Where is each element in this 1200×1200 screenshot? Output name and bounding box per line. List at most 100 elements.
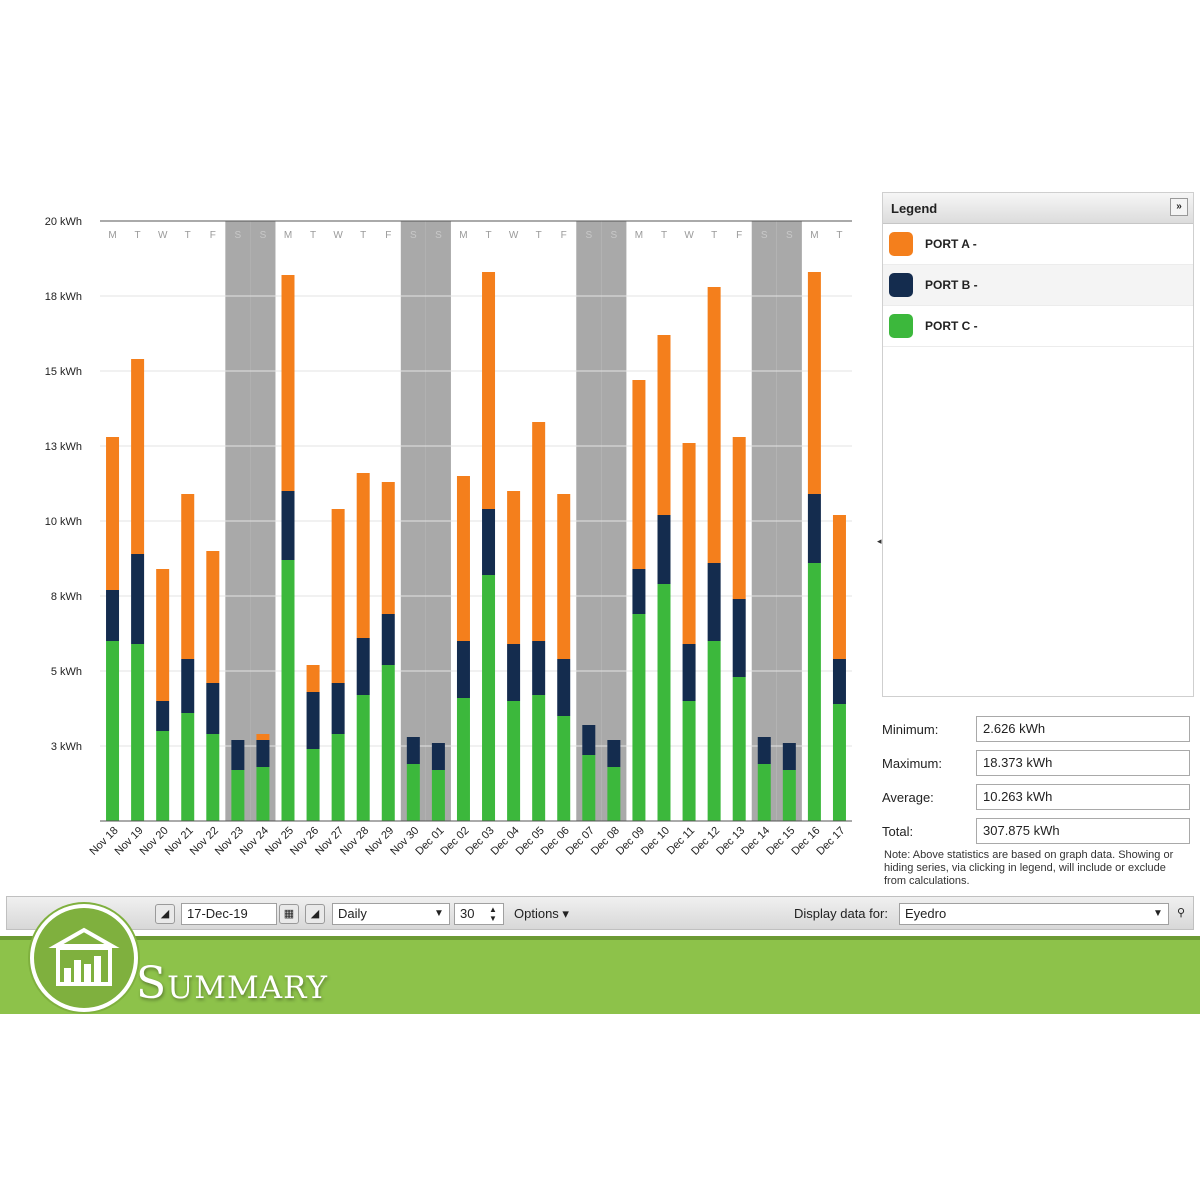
bar-segment-port-c[interactable]	[381, 665, 395, 821]
calendar-icon[interactable]: ▦	[279, 904, 299, 924]
bar-segment-port-a[interactable]	[181, 494, 195, 659]
bar-segment-port-b[interactable]	[732, 599, 746, 677]
bar-segment-port-a[interactable]	[381, 482, 395, 614]
bar-segment-port-c[interactable]	[181, 713, 195, 821]
bar-segment-port-c[interactable]	[306, 749, 320, 821]
bar-segment-port-c[interactable]	[832, 704, 846, 821]
stepper-arrows-icon[interactable]: ▲ ▼	[489, 905, 497, 923]
bar-segment-port-a[interactable]	[807, 272, 821, 494]
count-stepper[interactable]: 30 ▲ ▼	[454, 903, 504, 925]
bar-segment-port-c[interactable]	[356, 695, 370, 821]
bar-segment-port-b[interactable]	[682, 644, 696, 701]
bar-segment-port-c[interactable]	[256, 767, 270, 821]
bar-segment-port-a[interactable]	[732, 437, 746, 599]
bar-segment-port-c[interactable]	[331, 734, 345, 821]
bar-segment-port-c[interactable]	[782, 770, 796, 821]
bar-segment-port-a[interactable]	[206, 551, 220, 683]
bar-segment-port-b[interactable]	[431, 743, 445, 770]
bar-segment-port-a[interactable]	[306, 665, 320, 692]
x-tick-label: Dec 17	[814, 825, 847, 858]
bar-segment-port-c[interactable]	[431, 770, 445, 821]
bar-segment-port-b[interactable]	[156, 701, 170, 731]
bar-segment-port-a[interactable]	[707, 287, 721, 563]
bar-segment-port-b[interactable]	[782, 743, 796, 770]
bar-segment-port-a[interactable]	[456, 476, 470, 641]
bar-segment-port-a[interactable]	[281, 275, 295, 491]
bar-segment-port-a[interactable]	[482, 272, 496, 509]
bar-segment-port-b[interactable]	[281, 491, 295, 560]
display-data-select[interactable]: Eyedro ▼	[899, 903, 1169, 925]
bar-segment-port-c[interactable]	[757, 764, 771, 821]
bar-segment-port-b[interactable]	[607, 740, 621, 767]
next-period-icon[interactable]: ◢	[305, 904, 325, 924]
bar-segment-port-a[interactable]	[356, 473, 370, 638]
bar-segment-port-c[interactable]	[707, 641, 721, 821]
bar-segment-port-b[interactable]	[482, 509, 496, 575]
bar-segment-port-b[interactable]	[532, 641, 546, 695]
bar-segment-port-c[interactable]	[406, 764, 420, 821]
bar-segment-port-b[interactable]	[181, 659, 195, 713]
bar-segment-port-a[interactable]	[682, 443, 696, 644]
bar-segment-port-b[interactable]	[306, 692, 320, 749]
bar-segment-port-b[interactable]	[131, 554, 145, 644]
legend-item-port-b[interactable]: PORT B -	[883, 265, 1193, 306]
bar-segment-port-b[interactable]	[582, 725, 596, 755]
bar-segment-port-c[interactable]	[281, 560, 295, 821]
bar-segment-port-b[interactable]	[256, 740, 270, 767]
period-select[interactable]: Daily ▼	[332, 903, 450, 925]
bar-segment-port-b[interactable]	[456, 641, 470, 698]
bar-segment-port-b[interactable]	[356, 638, 370, 695]
bar-segment-port-c[interactable]	[632, 614, 646, 821]
bar-segment-port-b[interactable]	[331, 683, 345, 734]
bar-segment-port-b[interactable]	[106, 590, 120, 641]
bar-segment-port-a[interactable]	[331, 509, 345, 683]
bar-segment-port-b[interactable]	[632, 569, 646, 614]
bar-segment-port-a[interactable]	[131, 359, 145, 554]
bar-segment-port-b[interactable]	[406, 737, 420, 764]
bar-segment-port-a[interactable]	[632, 380, 646, 569]
stat-label: Average:	[882, 789, 934, 805]
collapse-legend-button[interactable]: »	[1170, 198, 1188, 216]
bar-segment-port-a[interactable]	[156, 569, 170, 701]
bar-segment-port-c[interactable]	[482, 575, 496, 821]
bar-segment-port-c[interactable]	[807, 563, 821, 821]
bar-segment-port-a[interactable]	[256, 734, 270, 740]
bar-segment-port-b[interactable]	[507, 644, 521, 701]
bar-segment-port-a[interactable]	[106, 437, 120, 590]
bar-segment-port-a[interactable]	[557, 494, 571, 659]
bar-segment-port-c[interactable]	[507, 701, 521, 821]
bar-segment-port-c[interactable]	[106, 641, 120, 821]
search-icon[interactable]: ⚲	[1176, 907, 1186, 919]
bar-segment-port-c[interactable]	[607, 767, 621, 821]
bar-segment-port-c[interactable]	[557, 716, 571, 821]
bar-segment-port-b[interactable]	[381, 614, 395, 665]
legend-item-port-c[interactable]: PORT C -	[883, 306, 1193, 347]
bar-segment-port-a[interactable]	[832, 515, 846, 659]
bar-segment-port-c[interactable]	[456, 698, 470, 821]
bar-segment-port-a[interactable]	[507, 491, 521, 644]
bar-segment-port-b[interactable]	[832, 659, 846, 704]
bar-segment-port-b[interactable]	[707, 563, 721, 641]
bar-segment-port-b[interactable]	[807, 494, 821, 563]
legend-item-port-a[interactable]: PORT A -	[883, 224, 1193, 265]
bar-segment-port-b[interactable]	[757, 737, 771, 764]
options-menu-button[interactable]: Options ▾	[514, 906, 569, 921]
bar-segment-port-b[interactable]	[657, 515, 671, 584]
bar-segment-port-a[interactable]	[532, 422, 546, 641]
bar-segment-port-c[interactable]	[156, 731, 170, 821]
panel-splitter-handle[interactable]: ◂	[877, 536, 882, 546]
bar-segment-port-c[interactable]	[532, 695, 546, 821]
bar-segment-port-b[interactable]	[231, 740, 245, 770]
bar-segment-port-c[interactable]	[131, 644, 145, 821]
bar-segment-port-a[interactable]	[657, 335, 671, 515]
bar-segment-port-b[interactable]	[206, 683, 220, 734]
bar-segment-port-b[interactable]	[557, 659, 571, 716]
bar-segment-port-c[interactable]	[582, 755, 596, 821]
bar-segment-port-c[interactable]	[682, 701, 696, 821]
bar-segment-port-c[interactable]	[206, 734, 220, 821]
previous-period-icon[interactable]: ◢	[155, 904, 175, 924]
bar-segment-port-c[interactable]	[231, 770, 245, 821]
bar-segment-port-c[interactable]	[732, 677, 746, 821]
date-input[interactable]: 17-Dec-19	[181, 903, 277, 925]
bar-segment-port-c[interactable]	[657, 584, 671, 821]
